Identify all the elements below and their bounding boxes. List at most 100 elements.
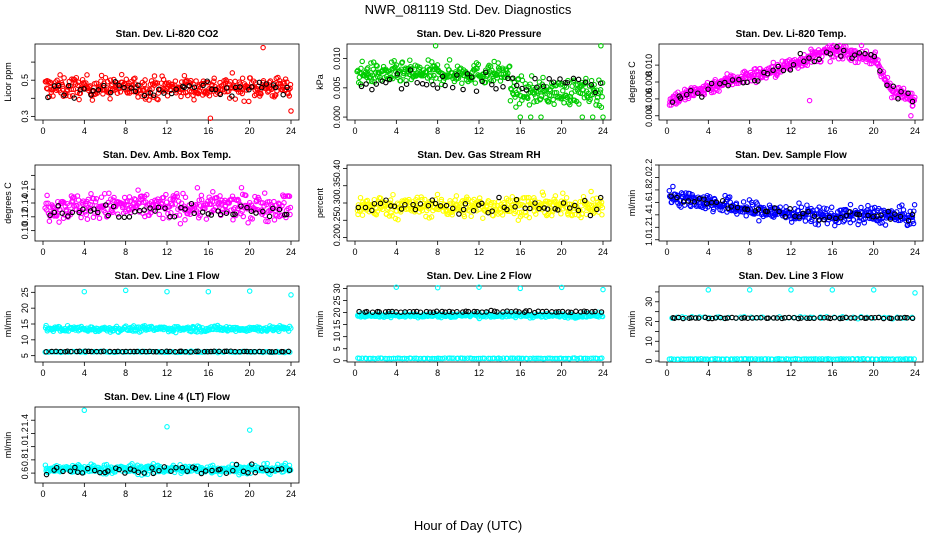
data-point-outlier [788, 287, 794, 293]
data-point [369, 86, 375, 93]
data-point [796, 214, 802, 220]
data-point [356, 308, 362, 315]
data-point [171, 213, 178, 220]
data-point [843, 356, 850, 362]
data-point [516, 355, 523, 362]
data-point [588, 82, 595, 88]
data-point [87, 83, 93, 89]
data-point [79, 470, 86, 476]
data-point [149, 465, 155, 471]
data-point [369, 309, 376, 315]
data-point [475, 61, 482, 68]
data-point [863, 212, 869, 219]
data-point [871, 53, 878, 60]
data-point-outlier [579, 114, 586, 120]
data-point [418, 194, 424, 200]
data-point [287, 211, 293, 218]
data-point [894, 315, 901, 321]
y-tick-label: 1.8 [644, 184, 654, 197]
data-point [275, 466, 281, 473]
data-point [566, 205, 573, 211]
data-point [572, 202, 578, 209]
data-point [280, 91, 286, 98]
data-point [188, 349, 194, 355]
data-point [132, 75, 138, 81]
data-point [537, 96, 544, 102]
data-point [217, 193, 223, 199]
data-point [229, 70, 236, 76]
data-point [223, 78, 230, 84]
data-point [582, 79, 589, 85]
data-point [126, 194, 133, 200]
y-tick-label: 0.30 [332, 194, 342, 212]
data-point [542, 355, 548, 362]
data-point [756, 356, 762, 362]
x-tick-label: 24 [598, 126, 608, 136]
data-point [497, 66, 503, 72]
data-point [599, 94, 605, 100]
data-point [544, 206, 551, 212]
data-point [740, 199, 747, 205]
data-point [904, 315, 910, 321]
x-tick-label: 8 [435, 126, 440, 136]
data-point [592, 89, 599, 96]
data-point [691, 92, 697, 99]
y-tick-label: 30 [644, 297, 654, 307]
data-point [287, 85, 293, 92]
data-point [502, 201, 508, 207]
data-point [868, 60, 875, 67]
data-point [552, 193, 559, 199]
data-point [173, 86, 179, 93]
data-point [121, 214, 128, 221]
series-hourly [43, 461, 293, 478]
data-point [527, 205, 533, 212]
data-point [811, 356, 817, 362]
x-tick-label: 16 [827, 368, 837, 378]
data-point [686, 195, 692, 202]
series-hourly [355, 194, 604, 219]
data-point [470, 207, 477, 214]
data-point [246, 86, 252, 93]
data-point [42, 462, 49, 468]
data-point [119, 348, 126, 355]
data-point [900, 356, 906, 362]
data-point [117, 89, 124, 95]
x-tick-label: 0 [664, 368, 669, 378]
data-point [514, 355, 521, 362]
data-point [423, 308, 430, 315]
data-point [591, 81, 597, 88]
data-point [846, 55, 853, 62]
data-point [717, 80, 723, 87]
data-point-outlier [164, 288, 170, 295]
x-tick-label: 0 [352, 368, 357, 378]
data-point [79, 349, 85, 355]
data-point [370, 59, 377, 65]
series-hourly [358, 67, 604, 96]
y-tick-label: 0.006 [644, 88, 654, 111]
data-point [156, 467, 162, 474]
x-tick-label: 16 [515, 368, 525, 378]
chart-title: Stan. Dev. Gas Stream RH [417, 150, 540, 161]
data-point [283, 214, 289, 221]
data-point [540, 192, 547, 198]
data-point [736, 76, 742, 83]
data-point [779, 315, 785, 322]
data-point [786, 314, 792, 321]
data-point [247, 75, 253, 81]
data-point [587, 212, 594, 219]
data-point [666, 188, 673, 194]
data-point-outlier [260, 44, 266, 51]
data-point [554, 355, 560, 362]
y-tick-label: 0.000 [332, 106, 342, 129]
data-point [752, 356, 759, 362]
data-point [359, 212, 366, 218]
y-tick-label: 25 [332, 295, 342, 305]
data-point [76, 209, 82, 216]
data-point [374, 63, 380, 69]
data-point [67, 468, 74, 474]
data-point [668, 356, 675, 362]
data-point [543, 94, 549, 101]
data-point [719, 198, 726, 204]
data-point [102, 469, 108, 476]
